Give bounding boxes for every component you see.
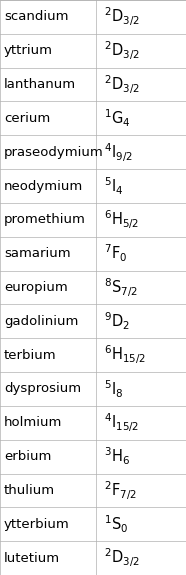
- Text: cerium: cerium: [4, 112, 50, 125]
- Text: $^{4}\mathrm{I}_{9/2}$: $^{4}\mathrm{I}_{9/2}$: [104, 141, 132, 163]
- Text: praseodymium: praseodymium: [4, 145, 104, 159]
- Text: $^{2}\mathrm{D}_{3/2}$: $^{2}\mathrm{D}_{3/2}$: [104, 547, 139, 569]
- Text: $^{5}\mathrm{I}_{8}$: $^{5}\mathrm{I}_{8}$: [104, 378, 123, 400]
- Text: $^{1}\mathrm{S}_{0}$: $^{1}\mathrm{S}_{0}$: [104, 513, 128, 535]
- Text: $^{3}\mathrm{H}_{6}$: $^{3}\mathrm{H}_{6}$: [104, 446, 130, 467]
- Text: $^{6}\mathrm{H}_{15/2}$: $^{6}\mathrm{H}_{15/2}$: [104, 344, 146, 366]
- Text: terbium: terbium: [4, 348, 57, 362]
- Text: lutetium: lutetium: [4, 551, 60, 565]
- Text: $^{2}\mathrm{D}_{3/2}$: $^{2}\mathrm{D}_{3/2}$: [104, 39, 139, 62]
- Text: yttrium: yttrium: [4, 44, 53, 58]
- Text: $^{6}\mathrm{H}_{5/2}$: $^{6}\mathrm{H}_{5/2}$: [104, 209, 139, 231]
- Text: thulium: thulium: [4, 484, 55, 497]
- Text: gadolinium: gadolinium: [4, 315, 78, 328]
- Text: erbium: erbium: [4, 450, 51, 463]
- Text: promethium: promethium: [4, 213, 86, 227]
- Text: $^{2}\mathrm{D}_{3/2}$: $^{2}\mathrm{D}_{3/2}$: [104, 6, 139, 28]
- Text: ytterbium: ytterbium: [4, 518, 70, 531]
- Text: $^{4}\mathrm{I}_{15/2}$: $^{4}\mathrm{I}_{15/2}$: [104, 412, 139, 434]
- Text: $^{8}\mathrm{S}_{7/2}$: $^{8}\mathrm{S}_{7/2}$: [104, 276, 137, 299]
- Text: $^{5}\mathrm{I}_{4}$: $^{5}\mathrm{I}_{4}$: [104, 175, 123, 197]
- Text: scandium: scandium: [4, 10, 68, 24]
- Text: $^{9}\mathrm{D}_{2}$: $^{9}\mathrm{D}_{2}$: [104, 310, 130, 332]
- Text: neodymium: neodymium: [4, 179, 83, 193]
- Text: $^{2}\mathrm{F}_{7/2}$: $^{2}\mathrm{F}_{7/2}$: [104, 479, 137, 502]
- Text: dysprosium: dysprosium: [4, 382, 81, 396]
- Text: lanthanum: lanthanum: [4, 78, 76, 91]
- Text: samarium: samarium: [4, 247, 71, 260]
- Text: europium: europium: [4, 281, 68, 294]
- Text: holmium: holmium: [4, 416, 62, 430]
- Text: $^{7}\mathrm{F}_{0}$: $^{7}\mathrm{F}_{0}$: [104, 243, 127, 264]
- Text: $^{2}\mathrm{D}_{3/2}$: $^{2}\mathrm{D}_{3/2}$: [104, 73, 139, 96]
- Text: $^{1}\mathrm{G}_{4}$: $^{1}\mathrm{G}_{4}$: [104, 108, 130, 129]
